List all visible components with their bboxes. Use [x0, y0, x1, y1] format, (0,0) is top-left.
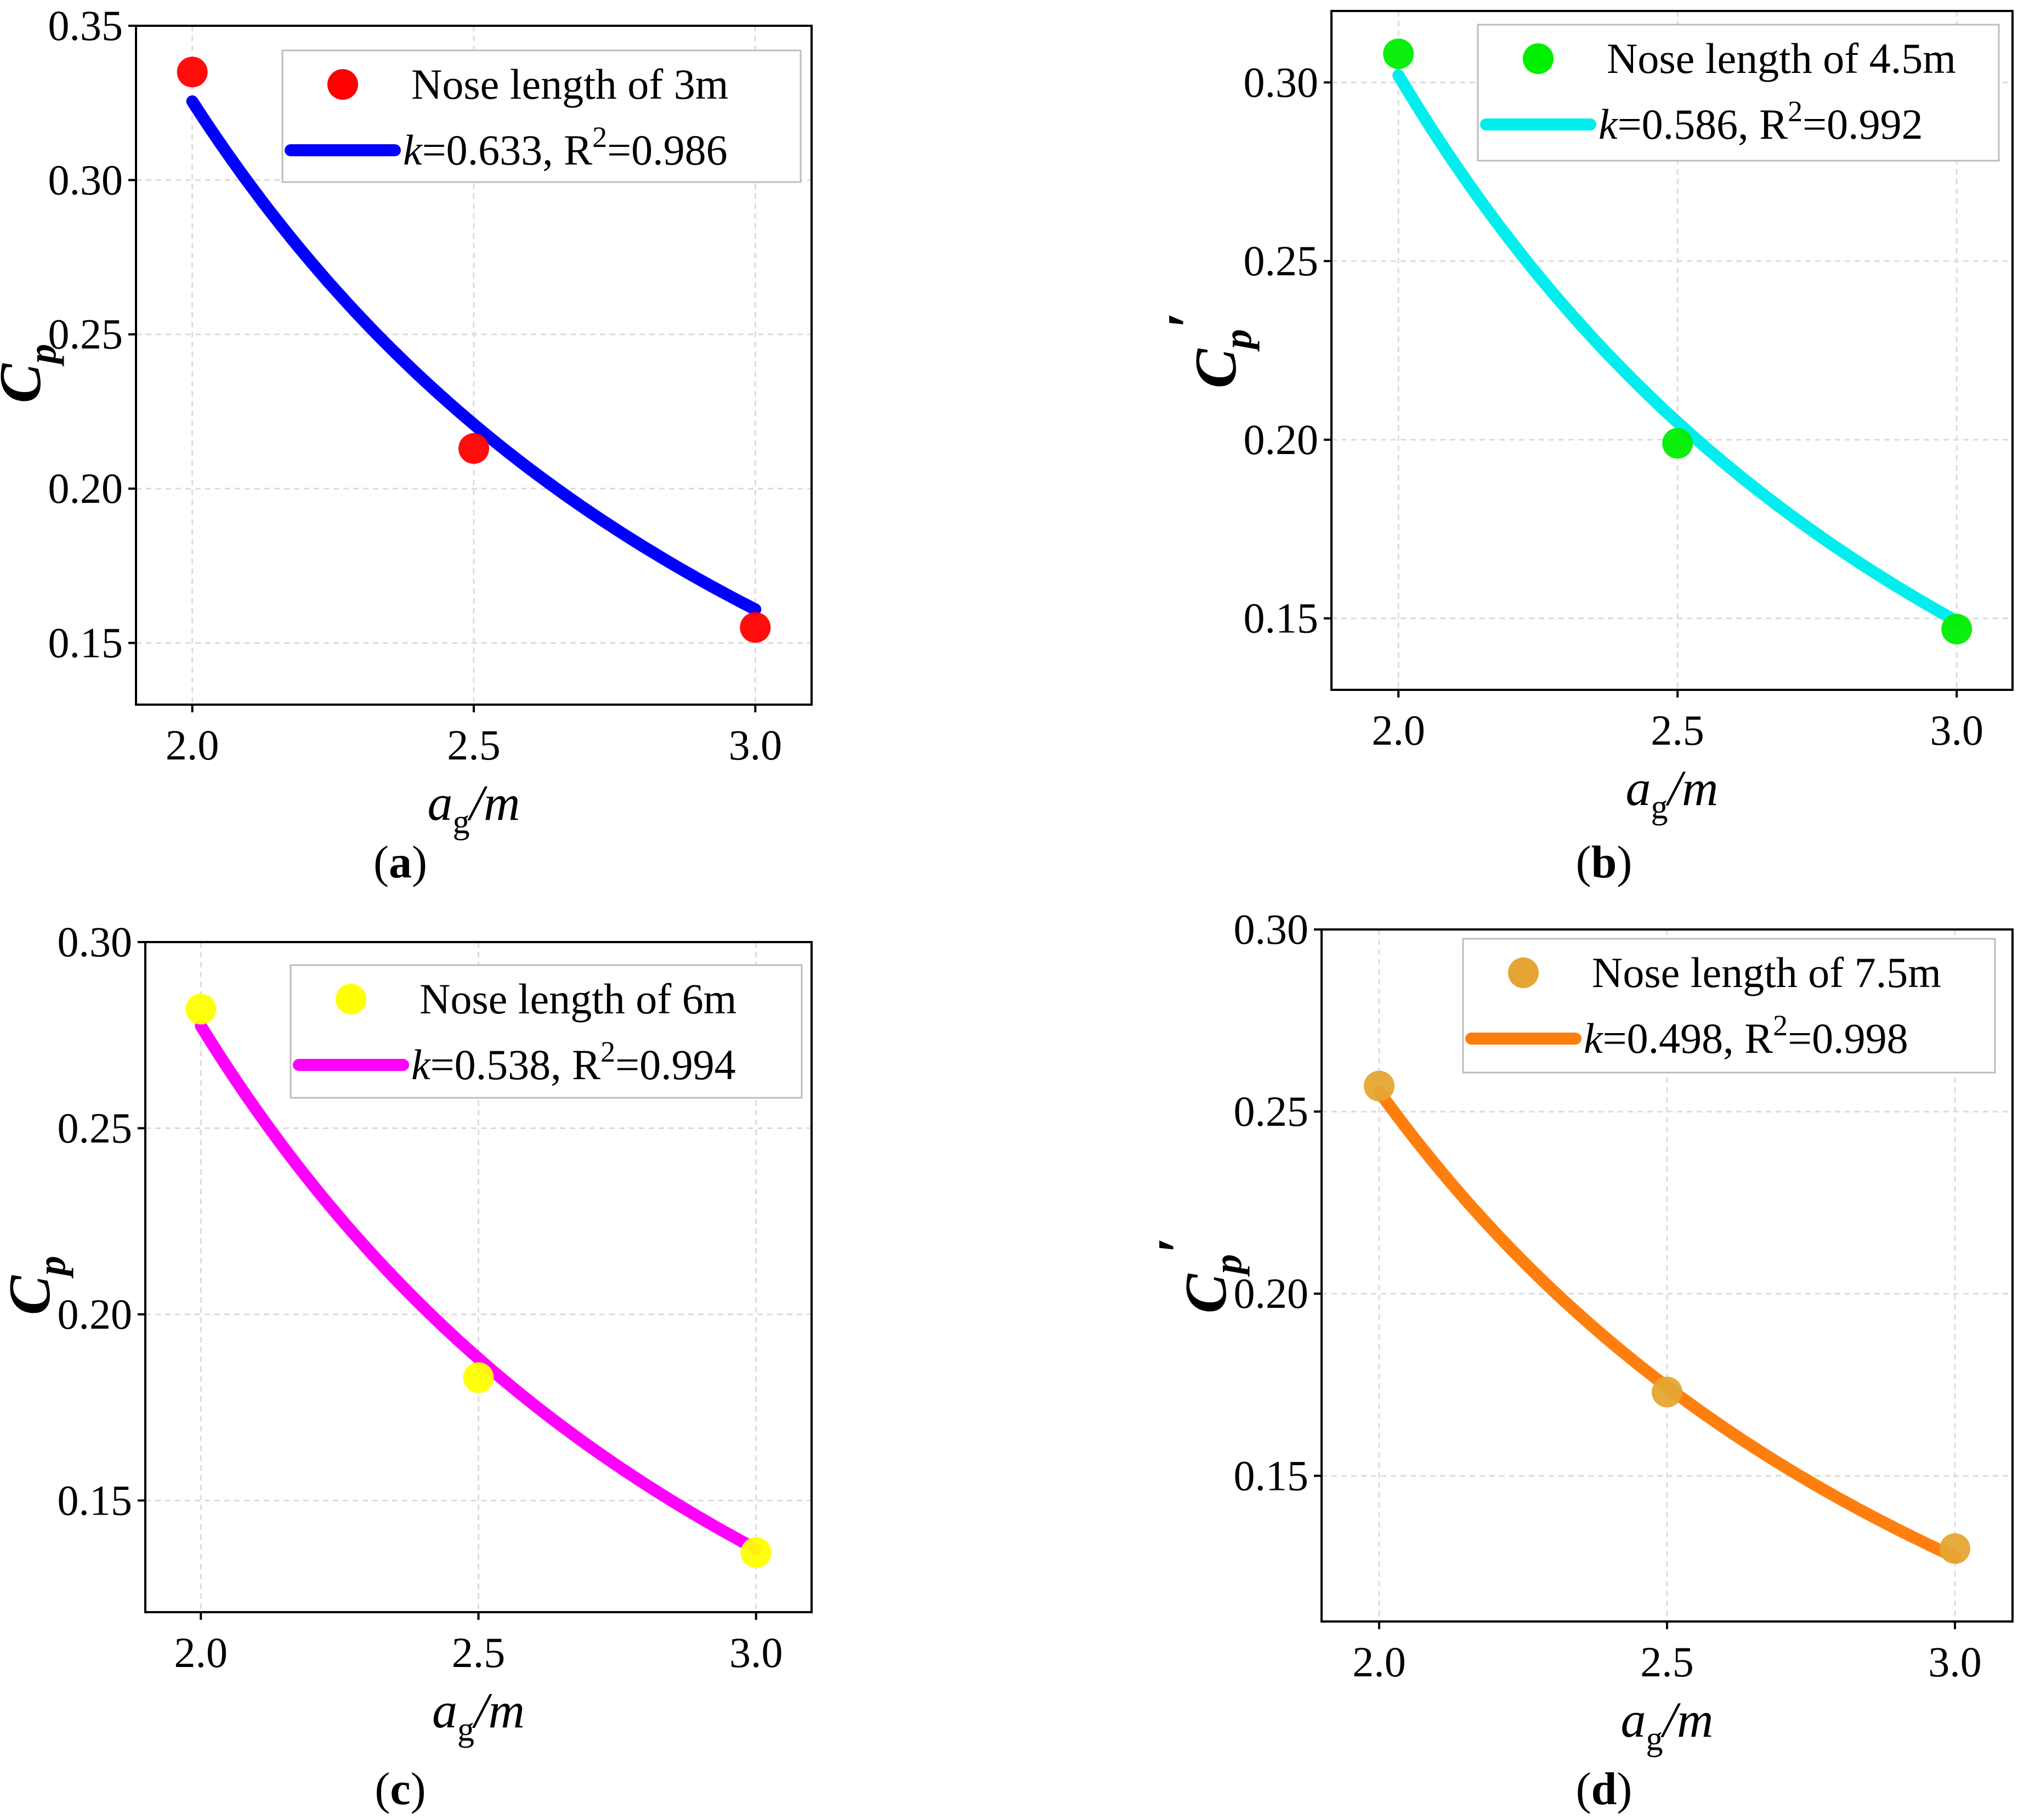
y-tick-label: 0.15	[58, 1476, 133, 1524]
x-axis-label: ag/m	[428, 775, 520, 841]
x-tick-label: 2.0	[1371, 706, 1425, 754]
legend-marker	[1523, 43, 1554, 74]
data-point	[185, 994, 217, 1025]
y-tick-label: 0.15	[1244, 594, 1319, 642]
data-point	[740, 1537, 772, 1568]
y-tick-label: 0.25	[1244, 237, 1319, 285]
y-tick-label: 0.20	[58, 1290, 133, 1338]
x-tick-label: 3.0	[1928, 1638, 1982, 1686]
fit-curve	[1392, 69, 1963, 627]
y-axis-label: Cp′	[0, 1239, 73, 1315]
x-axis-label: ag/m	[1621, 1692, 1714, 1757]
legend-label-fit: k=0.498, R2=0.998	[1584, 1009, 1908, 1062]
y-tick-label: 0.35	[48, 2, 123, 49]
legend-label-fit: k=0.538, R2=0.994	[411, 1035, 736, 1088]
y-tick-label: 0.20	[1244, 416, 1319, 463]
plot-frame	[1330, 10, 2014, 691]
data-point	[177, 56, 208, 88]
legend-box	[281, 49, 802, 183]
legend-label-fit: k=0.633, R2=0.986	[403, 121, 728, 174]
data-point	[1652, 1376, 1682, 1408]
legend-box	[1477, 24, 2000, 162]
legend-box	[1462, 938, 1996, 1074]
legend-box	[290, 964, 803, 1099]
data-point	[458, 433, 489, 464]
y-tick-label: 0.30	[48, 156, 123, 203]
x-tick-label: 3.0	[729, 721, 783, 769]
x-tick-label: 2.5	[1651, 706, 1704, 754]
legend-marker	[336, 984, 366, 1014]
data-point	[463, 1362, 494, 1393]
fit-curve	[186, 95, 762, 616]
x-tick-label: 3.0	[1930, 706, 1983, 754]
data-point	[1940, 1533, 1970, 1564]
y-tick-label: 0.15	[1234, 1452, 1309, 1499]
fit-curve	[195, 1019, 762, 1555]
y-tick-label: 0.30	[1244, 58, 1319, 106]
y-tick-label: 0.20	[1234, 1269, 1309, 1317]
panel-caption: (c)	[375, 1764, 426, 1815]
y-tick-label: 0.30	[58, 918, 133, 966]
x-tick-label: 2.0	[166, 721, 219, 769]
panel-caption: (b)	[1576, 837, 1632, 888]
legend-marker	[1508, 957, 1539, 988]
x-tick-label: 2.5	[1640, 1638, 1694, 1686]
y-tick-label: 0.20	[48, 464, 123, 512]
legend-label-points: Nose length of 7.5m	[1592, 949, 1941, 996]
y-tick-label: 0.15	[48, 619, 123, 666]
panel-b: 2.0 2.5 3.0 0.15 0.20 0.25 0.30 ag/m Cp′ Nose len…	[1156, 10, 2014, 888]
x-tick-label: 2.5	[447, 721, 501, 769]
legend-label-points: Nose length of 6m	[420, 975, 736, 1023]
y-axis-label: Cp′	[0, 327, 64, 403]
data-point	[1662, 428, 1693, 459]
x-tick-label: 3.0	[729, 1629, 783, 1676]
legend-label-fit: k=0.586, R2=0.992	[1598, 95, 1923, 148]
y-axis-label: Cp′	[1146, 1238, 1250, 1313]
x-axis-label: ag/m	[432, 1682, 525, 1748]
y-tick-label: 0.25	[58, 1104, 133, 1152]
y-tick-label: 0.30	[1234, 905, 1309, 953]
panel-caption: (a)	[373, 837, 427, 888]
data-point	[740, 612, 771, 643]
data-point	[1383, 38, 1414, 70]
legend-label-points: Nose length of 4.5m	[1607, 35, 1956, 82]
x-tick-label: 2.5	[452, 1629, 506, 1676]
y-axis-label: Cp′	[1156, 313, 1260, 388]
data-point	[1941, 614, 1972, 645]
panel-caption: (d)	[1576, 1764, 1632, 1815]
panel-c: 2.0 2.5 3.0 0.15 0.20 0.25 0.30 ag/m Cp′ Nose len…	[0, 918, 813, 1815]
legend-marker	[327, 69, 358, 100]
legend-label-points: Nose length of 3m	[411, 60, 728, 108]
panel-d: 2.0 2.5 3.0 0.15 0.20 0.25 0.30 ag/m Cp′ Nose len…	[1146, 905, 2014, 1815]
panel-a: 2.0 2.5 3.0 0.15 0.20 0.25 0.30 0.35 ag/m Cp′ Nose…	[0, 2, 813, 888]
y-tick-label: 0.25	[1234, 1087, 1309, 1135]
data-point	[1364, 1070, 1395, 1102]
x-tick-label: 2.0	[174, 1629, 228, 1676]
y-tick-label: 0.25	[48, 310, 123, 358]
x-axis-label: ag/m	[1626, 760, 1719, 826]
x-tick-label: 2.0	[1352, 1638, 1406, 1686]
